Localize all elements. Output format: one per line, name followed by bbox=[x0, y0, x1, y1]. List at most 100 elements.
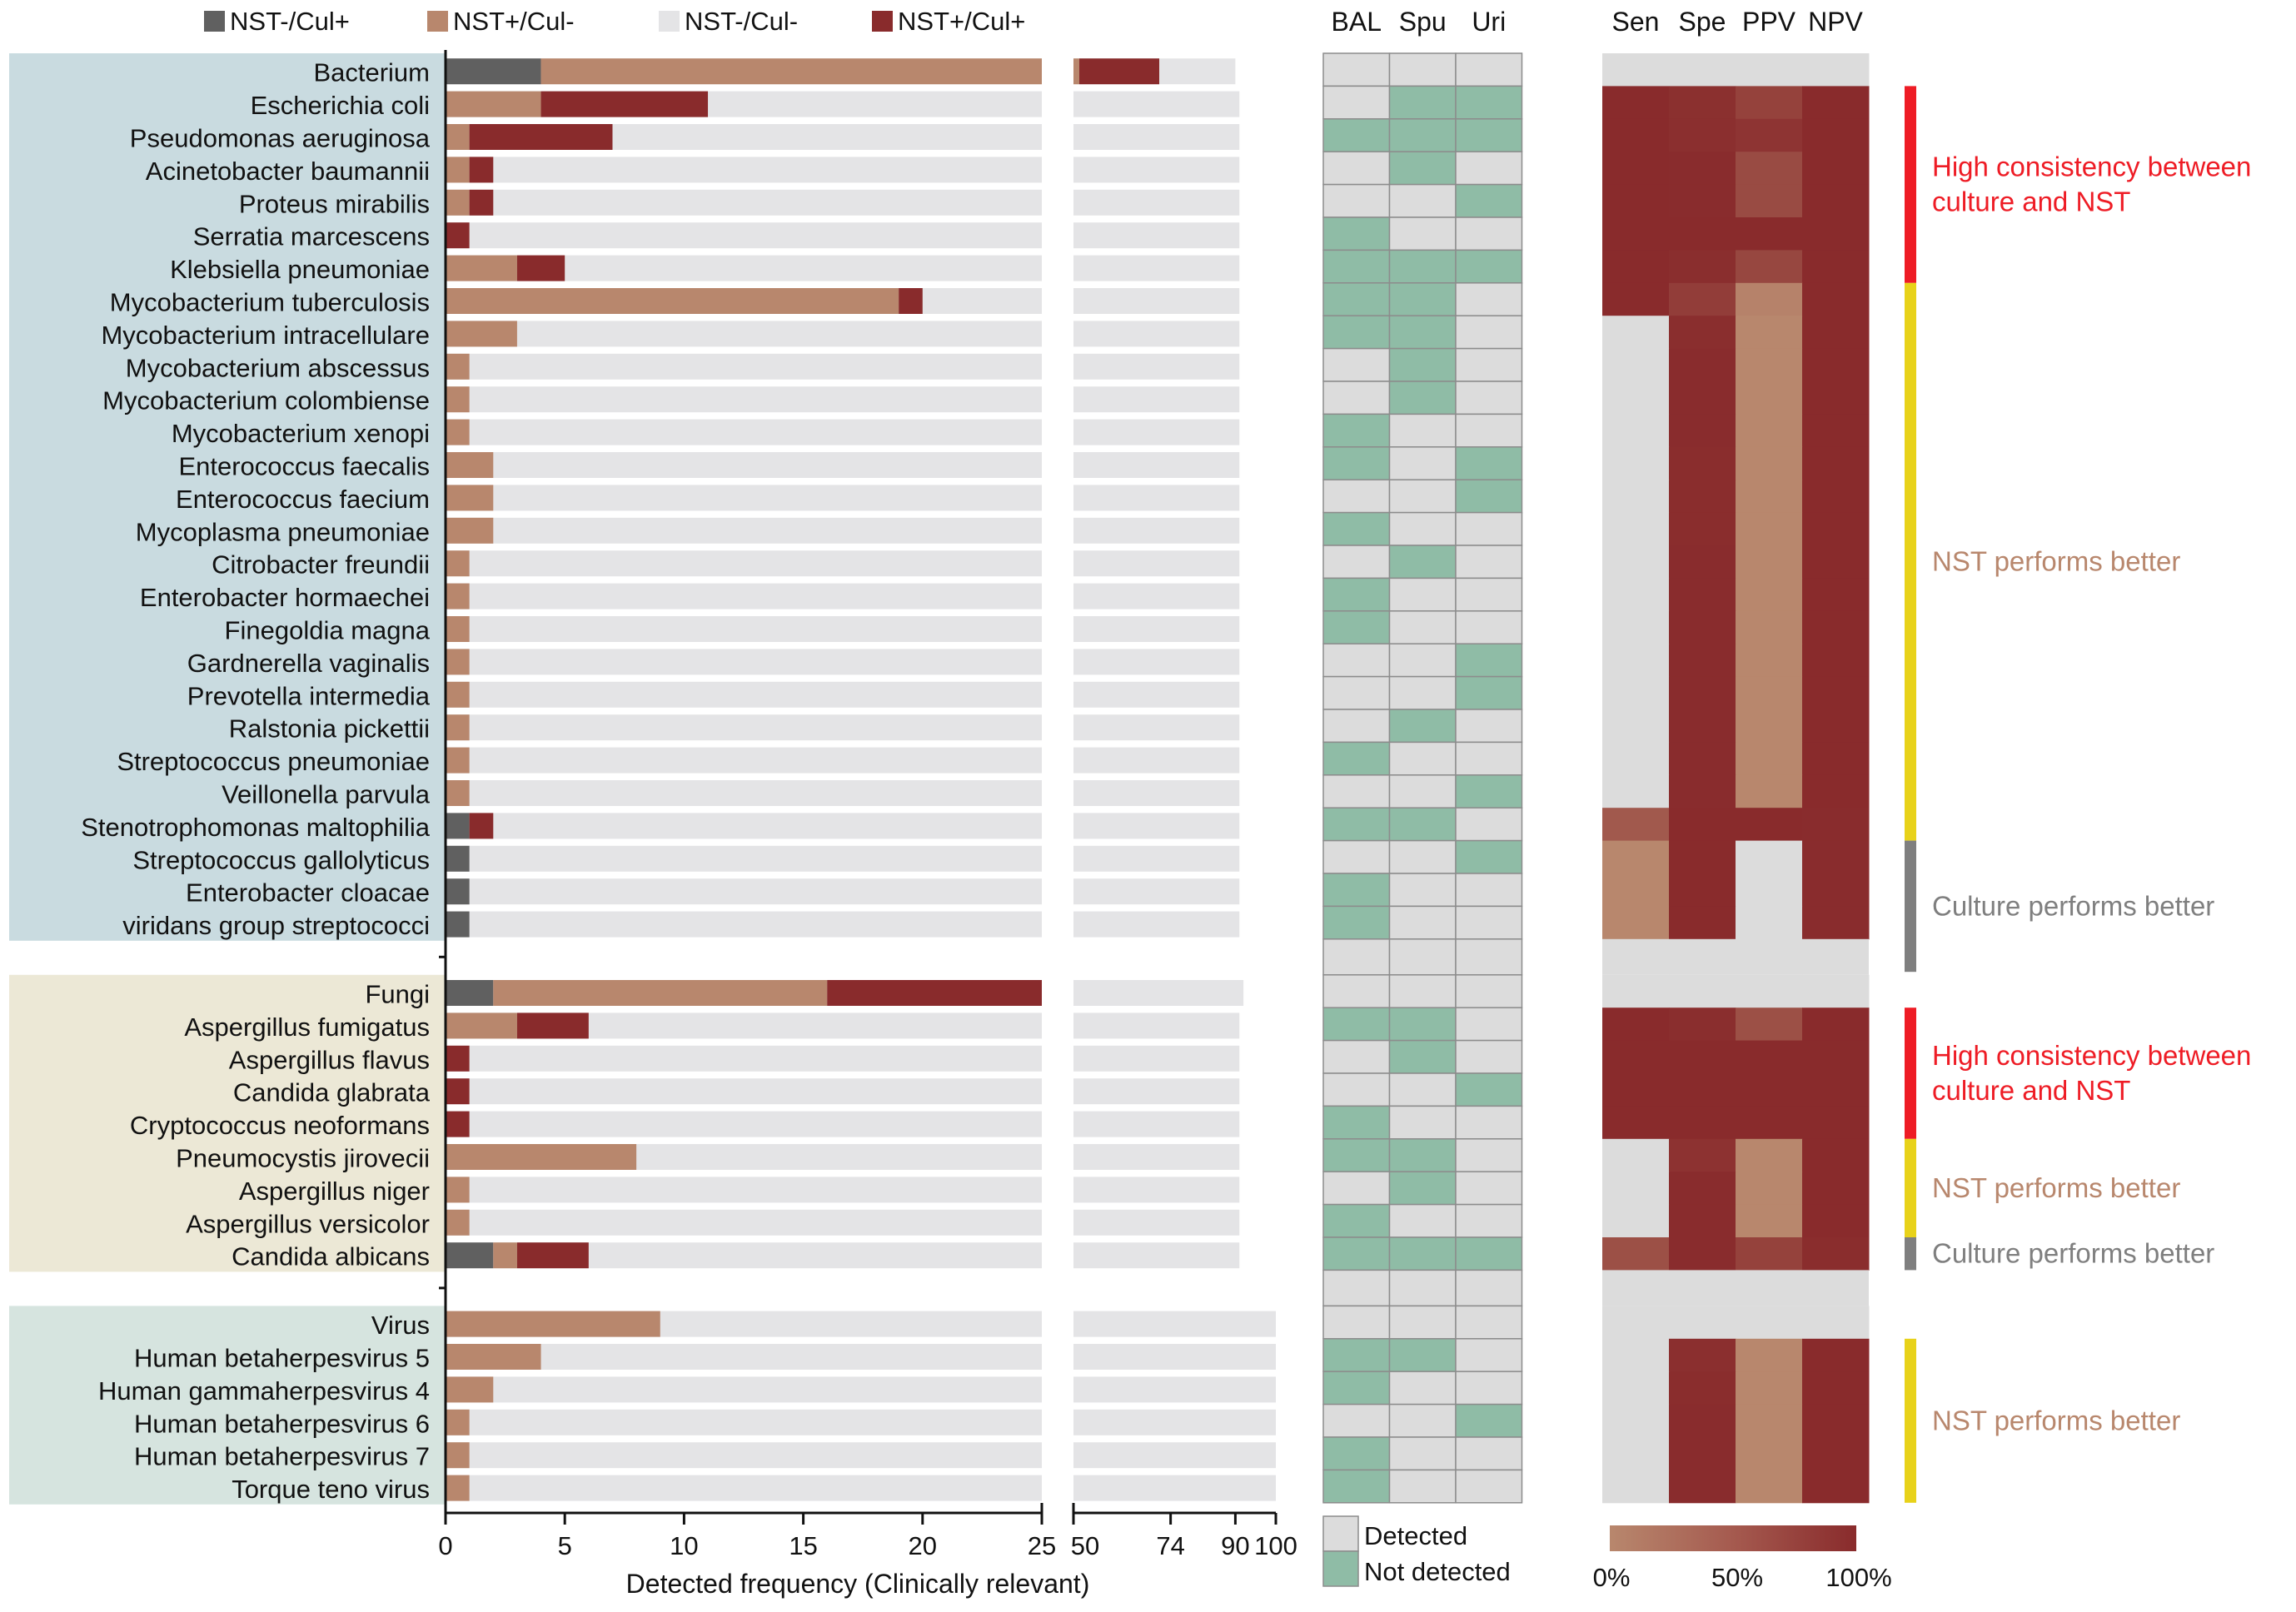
sample-cell-cryptococcus-neoformans-1 bbox=[1388, 1105, 1457, 1140]
bar-right-candida-albicans bbox=[1073, 1242, 1240, 1269]
metric-cell-prevotella-intermedia-3 bbox=[1802, 676, 1870, 710]
metric-cell-pseudomonas-aeruginosa-3 bbox=[1802, 118, 1870, 152]
bar-right-aspergillus-fumigatus bbox=[1073, 1012, 1240, 1039]
group-bg-bacteria bbox=[9, 53, 446, 941]
metric-cell-veillonella-parvula-0 bbox=[1602, 774, 1670, 808]
metrics-heatmap: Sen Spe PPV NPV bbox=[1602, 7, 1870, 1504]
metric-cell-candida-glabrata-1 bbox=[1669, 1073, 1736, 1107]
metric-cell-streptococcus-pneumoniae-3 bbox=[1802, 742, 1870, 776]
sample-cell-candida-glabrata-2 bbox=[1455, 1072, 1523, 1107]
metric-cell-aspergillus-versicolor-1 bbox=[1669, 1204, 1736, 1238]
bar-neg-pos-candida-albicans bbox=[446, 1242, 494, 1269]
bar-pos-neg-enterococcus-faecalis bbox=[446, 452, 494, 478]
metric-cell-human-gammaherpesvirus-4-0 bbox=[1602, 1371, 1670, 1406]
sample-cell-fungi-1 bbox=[1388, 974, 1457, 1008]
metric-cell-acinetobacter-baumannii-1 bbox=[1669, 152, 1736, 186]
bar-right-enterococcus-faecium bbox=[1073, 485, 1240, 511]
metric-header-npv: NPV bbox=[1808, 7, 1863, 37]
row-label-pseudomonas-aeruginosa: Pseudomonas aeruginosa bbox=[130, 124, 431, 153]
bar-right-human-betaherpesvirus-7 bbox=[1073, 1442, 1276, 1469]
metric-cell-streptococcus-gallolyticus-0 bbox=[1602, 840, 1670, 874]
bar-neg-neg-mycobacterium-xenopi bbox=[446, 419, 1042, 445]
sample-type-grid: BAL Spu Uri bbox=[1322, 7, 1523, 1504]
metric-cell-candida-albicans-1 bbox=[1669, 1237, 1736, 1271]
sample-cell-mycoplasma-pneumoniae-1 bbox=[1388, 511, 1457, 546]
x-tick-label-right-90: 90 bbox=[1221, 1531, 1249, 1560]
sample-cell-human-gammaherpesvirus-4-2 bbox=[1455, 1371, 1523, 1406]
sample-spacer-0-0 bbox=[1322, 938, 1391, 976]
metric-cell-mycobacterium-tuberculosis-2 bbox=[1736, 282, 1803, 316]
bar-right-mycoplasma-pneumoniae bbox=[1073, 517, 1240, 544]
sample-header-spu: Spu bbox=[1399, 7, 1447, 37]
bar-pos-neg-mycobacterium-abscessus bbox=[446, 353, 470, 380]
annotation-bar-3 bbox=[1905, 1007, 1916, 1139]
metric-cell-enterococcus-faecium-1 bbox=[1669, 480, 1736, 514]
row-label-enterobacter-hormaechei: Enterobacter hormaechei bbox=[140, 583, 430, 612]
bar-pos-neg-bacterium bbox=[540, 58, 1042, 85]
bar-pos-neg-fungi bbox=[493, 980, 828, 1006]
colorbar-label-0: 0% bbox=[1593, 1563, 1631, 1592]
bar-right-streptococcus-gallolyticus bbox=[1073, 845, 1240, 872]
sample-cell-mycobacterium-intracellulare-2 bbox=[1455, 315, 1523, 350]
bar-right-fungi bbox=[1073, 980, 1244, 1006]
metric-cell-proteus-mirabilis-3 bbox=[1802, 184, 1870, 218]
metric-cell-aspergillus-fumigatus-3 bbox=[1802, 1007, 1870, 1042]
sample-cell-finegoldia-magna-1 bbox=[1388, 610, 1457, 644]
row-labels: Bacterium Escherichia coli Pseudomonas aer… bbox=[81, 58, 431, 1504]
row-label-mycobacterium-intracellulare: Mycobacterium intracellulare bbox=[101, 321, 430, 350]
sample-cell-aspergillus-flavus-0 bbox=[1322, 1039, 1391, 1074]
sample-cell-human-betaherpesvirus-7-1 bbox=[1388, 1436, 1457, 1471]
bar-neg-neg-serratia-marcescens bbox=[446, 222, 1042, 249]
metric-cell-bacterium-3 bbox=[1802, 53, 1870, 87]
metric-cell-virus-1 bbox=[1669, 1306, 1736, 1340]
annotation-bar-0 bbox=[1905, 86, 1916, 283]
metric-cell-mycobacterium-colombiense-0 bbox=[1602, 381, 1670, 415]
bar-pos-neg-pneumocystis-jirovecii bbox=[446, 1144, 637, 1170]
metric-cell-enterococcus-faecium-2 bbox=[1736, 480, 1803, 514]
metric-cell-aspergillus-flavus-3 bbox=[1802, 1040, 1870, 1074]
row-label-finegoldia-magna: Finegoldia magna bbox=[225, 616, 431, 645]
x-tick-label-left-10: 10 bbox=[670, 1531, 698, 1560]
metric-cell-cryptococcus-neoformans-3 bbox=[1802, 1106, 1870, 1140]
metric-cell-ralstonia-pickettii-1 bbox=[1669, 709, 1736, 743]
row-label-torque-teno-virus: Torque teno virus bbox=[232, 1475, 430, 1504]
sample-cell-enterobacter-cloacae-0 bbox=[1322, 873, 1391, 908]
sample-cell-human-betaherpesvirus-6-2 bbox=[1455, 1403, 1523, 1438]
metric-cell-stenotrophomonas-maltophilia-1 bbox=[1669, 808, 1736, 842]
bar-neg-pos-stenotrophomonas-maltophilia bbox=[446, 813, 470, 839]
bar-right-torque-teno-virus bbox=[1073, 1475, 1276, 1501]
sample-cell-human-betaherpesvirus-6-1 bbox=[1388, 1403, 1457, 1438]
row-label-prevotella-intermedia: Prevotella intermedia bbox=[187, 681, 431, 710]
sample-spacer-1-2 bbox=[1455, 1269, 1523, 1307]
metric-cell-enterococcus-faecalis-0 bbox=[1602, 446, 1670, 480]
metric-cell-human-betaherpesvirus-7-3 bbox=[1802, 1437, 1870, 1470]
sample-cell-pneumocystis-jirovecii-0 bbox=[1322, 1138, 1391, 1172]
metric-cell-enterobacter-hormaechei-1 bbox=[1669, 578, 1736, 612]
bar-right-acinetobacter-baumannii bbox=[1073, 157, 1240, 183]
bar-pos-neg-veillonella-parvula bbox=[446, 780, 470, 806]
bar-pos-neg-prevotella-intermedia bbox=[446, 681, 470, 708]
metric-cell-enterococcus-faecalis-3 bbox=[1802, 446, 1870, 480]
bar-pos-neg-candida-albicans bbox=[493, 1242, 517, 1269]
metric-header-ppv: PPV bbox=[1742, 7, 1796, 37]
metric-cell-enterobacter-hormaechei-0 bbox=[1602, 578, 1670, 612]
metric-cell-torque-teno-virus-1 bbox=[1669, 1470, 1736, 1504]
metric-cell-mycobacterium-abscessus-2 bbox=[1736, 348, 1803, 382]
sample-cell-virus-2 bbox=[1455, 1305, 1523, 1340]
bar-right-proteus-mirabilis bbox=[1073, 189, 1240, 216]
metric-cell-enterobacter-cloacae-1 bbox=[1669, 873, 1736, 907]
bar-pos-pos-aspergillus-fumigatus bbox=[516, 1012, 589, 1039]
metric-cell-aspergillus-flavus-2 bbox=[1736, 1040, 1803, 1074]
sample-cell-human-betaherpesvirus-5-2 bbox=[1455, 1338, 1523, 1372]
row-label-mycoplasma-pneumoniae: Mycoplasma pneumoniae bbox=[136, 517, 430, 546]
annotations: High consistency between culture and NST N… bbox=[1905, 86, 2251, 1503]
metric-cell-viridans-group-streptococci-2 bbox=[1736, 906, 1803, 940]
metric-cell-mycobacterium-intracellulare-3 bbox=[1802, 316, 1870, 350]
sample-spacer-1-0 bbox=[1322, 1269, 1391, 1307]
bar-pos-pos-fungi bbox=[827, 980, 1042, 1006]
sample-cell-mycobacterium-colombiense-2 bbox=[1455, 381, 1523, 415]
sample-cell-citrobacter-freundii-1 bbox=[1388, 545, 1457, 580]
bottom-legends: Detected Not detected 0% 50% 100% bbox=[1322, 1515, 1892, 1592]
x-tick-label-left-0: 0 bbox=[438, 1531, 452, 1560]
bar-right-human-betaherpesvirus-6 bbox=[1073, 1409, 1276, 1435]
